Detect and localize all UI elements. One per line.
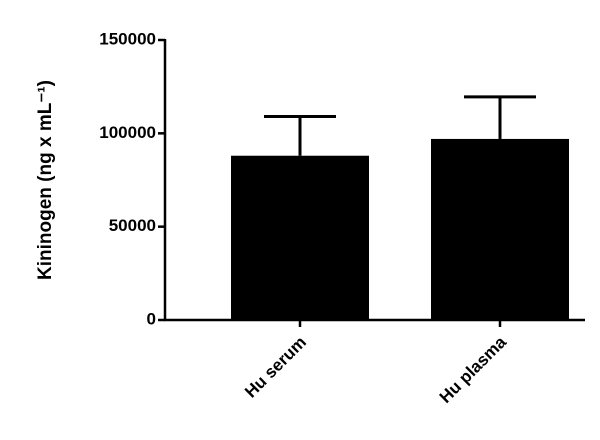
y-tick-label: 50000: [109, 216, 156, 235]
bar: [231, 155, 369, 320]
y-tick-label: 0: [147, 309, 156, 328]
y-tick-label: 150000: [99, 29, 156, 48]
y-tick-label: 100000: [99, 123, 156, 142]
bar: [431, 138, 569, 320]
y-axis-title: Kininogen (ng x mL⁻¹): [35, 80, 56, 280]
x-tick-label: Hu serum: [241, 333, 310, 402]
x-tick-label: Hu plasma: [436, 332, 511, 407]
